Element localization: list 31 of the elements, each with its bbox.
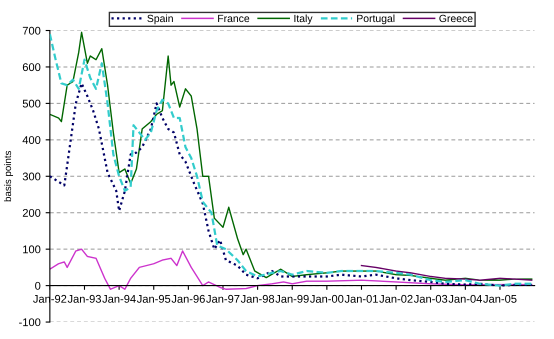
y-tick-label: 0 [35, 282, 40, 290]
x-tick-label: Jan-05 [483, 294, 517, 303]
y-axis-title: basis points [4, 150, 14, 202]
line-series [50, 248, 532, 290]
x-tick-label: Jan-93 [68, 294, 101, 303]
x-tick-label: Jan-04 [448, 294, 482, 303]
x-tick-label: Jan-00 [310, 294, 344, 303]
y-tick-label: -100 [19, 318, 40, 326]
legend-label: France [218, 14, 250, 22]
legend-label: Portugal [357, 14, 394, 24]
y-tick-label: 300 [22, 172, 40, 180]
y-tick-label: 200 [22, 208, 40, 217]
legend-label: Italy [294, 14, 313, 24]
line-series [50, 82, 533, 287]
x-tick-label: Jan-96 [172, 294, 205, 303]
y-tick-label: 400 [22, 136, 40, 144]
legend-label: Greece [439, 14, 473, 22]
x-tick-label: Jan-99 [275, 294, 309, 303]
x-tick-label: Jan-02 [379, 294, 413, 303]
y-tick-label: 100 [23, 245, 40, 254]
x-tick-label: Jan-03 [414, 294, 448, 303]
y-tick-label: 700 [22, 26, 40, 35]
x-tick-label: Jan-98 [240, 294, 274, 303]
x-tick-label: Jan-94 [102, 294, 136, 303]
y-tick-label: 500 [22, 100, 40, 108]
x-tick-label: Jan-97 [206, 294, 240, 303]
x-tick-label: Jan-01 [344, 294, 378, 303]
y-tick-label: 600 [22, 63, 40, 72]
legend-label: Spain [147, 14, 173, 24]
x-tick-label: Jan-95 [136, 294, 170, 303]
line-series [360, 264, 532, 281]
